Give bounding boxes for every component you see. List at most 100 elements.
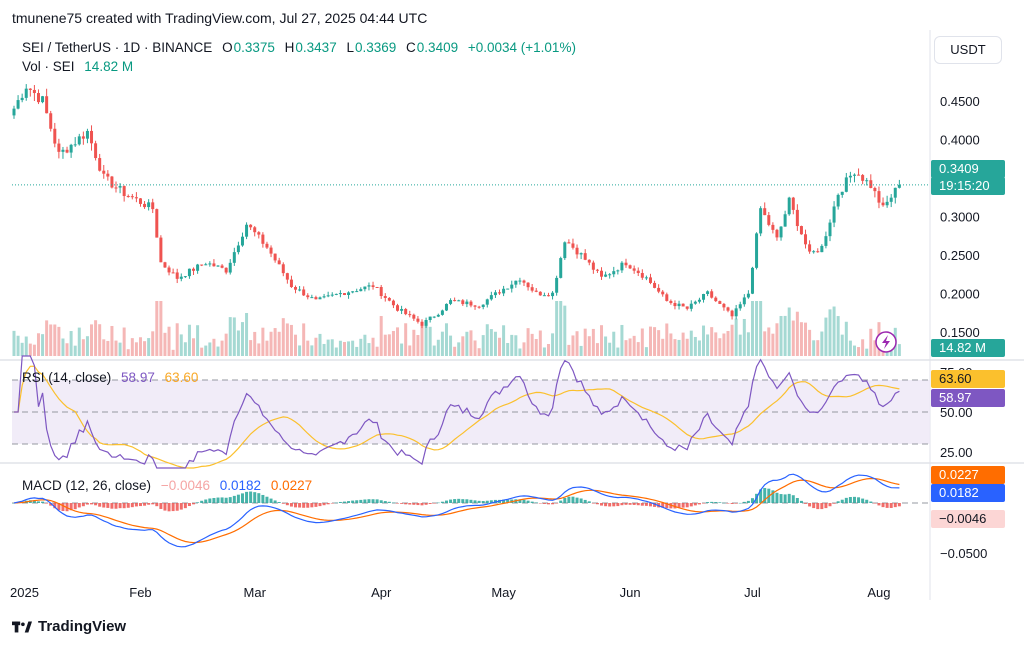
candle-body [595, 269, 599, 271]
volume-bar [20, 342, 24, 356]
candle-body [318, 297, 322, 300]
volume-legend[interactable]: Vol · SEI 14.82 M [22, 59, 139, 74]
macd-hist-bar [869, 501, 873, 503]
macd-hist-bar [183, 503, 187, 509]
macd-hist-bar [294, 503, 298, 508]
macd-hist-bar [706, 502, 710, 503]
macd-hist-bar [412, 503, 416, 505]
candle-body [661, 291, 665, 295]
macd-hist-bar [469, 499, 473, 503]
macd-hist-bar [595, 503, 599, 505]
macd-hist-bar [36, 501, 40, 503]
macd-hist-bar [122, 503, 126, 509]
macd-hist-bar [873, 503, 877, 504]
macd-hist-bar [81, 503, 85, 507]
macd-hist-bar [783, 494, 787, 503]
macd-hist-bar [253, 492, 257, 503]
candle-body [151, 202, 155, 210]
volume-bar [632, 335, 636, 356]
macd-hist-bar [816, 503, 820, 510]
candle-body [579, 253, 583, 255]
candle-body [289, 279, 293, 288]
volume-bar [697, 340, 701, 356]
macd-hist-bar [465, 499, 469, 503]
volume-bar [469, 330, 473, 356]
candle-body [334, 293, 338, 295]
symbol-label[interactable]: SEI / TetherUS · 1D · BINANCE [22, 40, 213, 55]
macd-hist-bar [824, 503, 828, 509]
candle-body [347, 292, 351, 295]
macd-hist-bar [338, 501, 342, 503]
candle-body [81, 136, 85, 139]
volume-bar [767, 327, 771, 356]
candle-body [94, 143, 98, 159]
volume-bar [551, 333, 555, 356]
rsi-tick-2: 25.00 [940, 445, 973, 460]
price-legend[interactable]: SEI / TetherUS · 1D · BINANCE O0.3375 H0… [22, 40, 582, 55]
candle-body [143, 203, 147, 208]
macd-hist-bar [759, 489, 763, 503]
candle-body [314, 297, 318, 300]
candle-body [159, 237, 163, 263]
macd-hist-bar [738, 502, 742, 504]
price-tick-4: 0.2500 [940, 248, 980, 263]
macd-hist-bar [196, 502, 200, 503]
macd-hist-bar [363, 499, 367, 503]
macd-hist-bar [432, 503, 436, 504]
volume-bar [750, 301, 754, 356]
candle-body [469, 301, 473, 306]
candle-body [342, 293, 346, 295]
candle-body [294, 287, 298, 290]
macd-hist-bar [885, 503, 889, 508]
candle-body [779, 226, 783, 238]
macd-hist-bar [587, 501, 591, 503]
volume-bar [595, 343, 599, 356]
macd-hist-bar [477, 500, 481, 503]
candle-body [738, 304, 742, 309]
macd-hist-bar [224, 497, 228, 503]
candle-body [155, 209, 159, 238]
price-tick-6: 0.1500 [940, 325, 980, 340]
candle-body [61, 149, 65, 152]
volume-bar [126, 349, 130, 356]
candle-body [236, 245, 240, 253]
volume-bar [342, 341, 346, 356]
candle-body [102, 170, 106, 174]
macd-hist-bar [795, 497, 799, 503]
tradingview-logo[interactable]: TradingView [12, 618, 126, 635]
volume-bar [816, 340, 820, 356]
candle-body [379, 287, 383, 297]
candle-body [28, 88, 32, 90]
rsi-label: RSI (14, close) [22, 370, 112, 385]
candle-body [20, 97, 24, 101]
macd-hist-bar [212, 497, 216, 503]
macd-hist-bar [396, 503, 400, 504]
candle-body [224, 267, 228, 273]
volume-bar [571, 335, 575, 356]
macd-hist-bar [750, 498, 754, 503]
candle-body [489, 295, 493, 300]
candle-body [41, 96, 45, 103]
volume-bar [587, 336, 591, 356]
macd-hist-bar [575, 497, 579, 503]
candle-body [351, 291, 355, 293]
candle-body [269, 247, 273, 254]
volume-bar [396, 327, 400, 356]
macd-hist-bar [799, 500, 803, 503]
volume-bar [546, 343, 550, 356]
rsi-legend[interactable]: RSI (14, close) 58.97 63.60 [22, 370, 204, 385]
macd-legend[interactable]: MACD (12, 26, close) −0.0046 0.0182 0.02… [22, 478, 318, 493]
currency-unit-button[interactable]: USDT [934, 36, 1002, 64]
volume-bar [779, 315, 783, 356]
volume-bar [257, 343, 261, 356]
candle-body [257, 232, 261, 235]
macd-hist-bar [530, 501, 534, 503]
candle-body [608, 274, 612, 276]
candle-body [498, 292, 502, 294]
candle-body [444, 303, 448, 311]
candle-body [249, 224, 253, 228]
candle-body [36, 93, 40, 103]
macd-hist-bar [673, 503, 677, 509]
macd-hist-bar [155, 503, 159, 507]
